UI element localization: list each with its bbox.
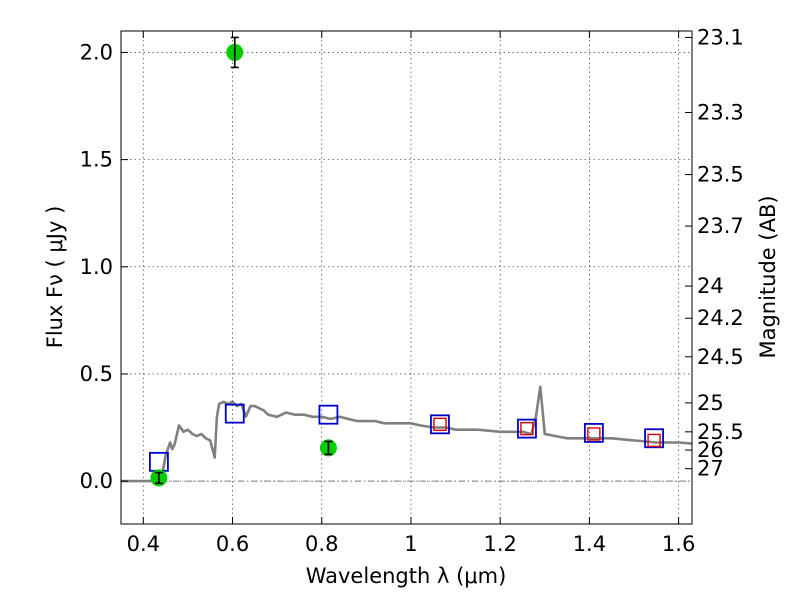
red-square-point — [647, 433, 661, 448]
y2-tick-label: 24.5 — [697, 345, 744, 369]
x-tick-label: 0.4 — [127, 532, 160, 556]
y-tick-label: 1.5 — [80, 148, 113, 172]
y-tick-label: 2.0 — [80, 40, 113, 64]
model-band-square — [430, 414, 450, 435]
model-band-square — [583, 423, 604, 443]
y-axis-title: Flux Fν ( μJy ) — [43, 206, 67, 349]
y2-tick-label: 23.7 — [697, 214, 744, 238]
x-tick-label: 1 — [404, 532, 417, 556]
ticks: 0.4 0.6 0.8 1 1.2 1.4 1.6 0.0 0.5 1.0 1.5 2.0 23.1 23… — [80, 25, 744, 556]
x-tick-label: 1.6 — [662, 532, 695, 556]
model-band-square — [318, 404, 339, 425]
model-band-square — [224, 403, 245, 424]
y2-tick-label: 23.5 — [697, 163, 744, 187]
y-tick-label: 1.0 — [80, 255, 113, 279]
y2-tick-label: 23.1 — [697, 25, 744, 49]
y2-tick-label: 23.3 — [697, 100, 744, 124]
x-tick-label: 0.8 — [305, 532, 338, 556]
y2-tick-label: 27 — [697, 457, 724, 481]
x-tick-label: 0.6 — [216, 532, 249, 556]
x-axis-title: Wavelength λ (μm) — [306, 564, 507, 588]
y-tick-label: 0.0 — [80, 469, 113, 493]
model-band-square — [517, 418, 537, 439]
model-band-square — [644, 428, 664, 449]
plot-frame — [120, 30, 693, 525]
red-square-point — [520, 421, 534, 436]
x-tick-label: 1.4 — [573, 532, 606, 556]
y2-axis-title: Magnitude (AB) — [756, 195, 780, 358]
y2-tick-label: 24 — [697, 274, 724, 298]
y2-tick-label: 26 — [697, 438, 724, 462]
y2-tick-label: 25 — [697, 391, 724, 415]
y-tick-label: 0.5 — [80, 362, 113, 386]
red-square-point — [433, 417, 447, 432]
series — [121, 36, 693, 487]
red-square-point — [587, 427, 601, 441]
model-spectrum-line — [121, 385, 693, 483]
y2-tick-label: 25.5 — [697, 420, 744, 444]
x-tick-label: 1.2 — [483, 532, 516, 556]
y2-tick-label: 24.2 — [697, 306, 744, 330]
